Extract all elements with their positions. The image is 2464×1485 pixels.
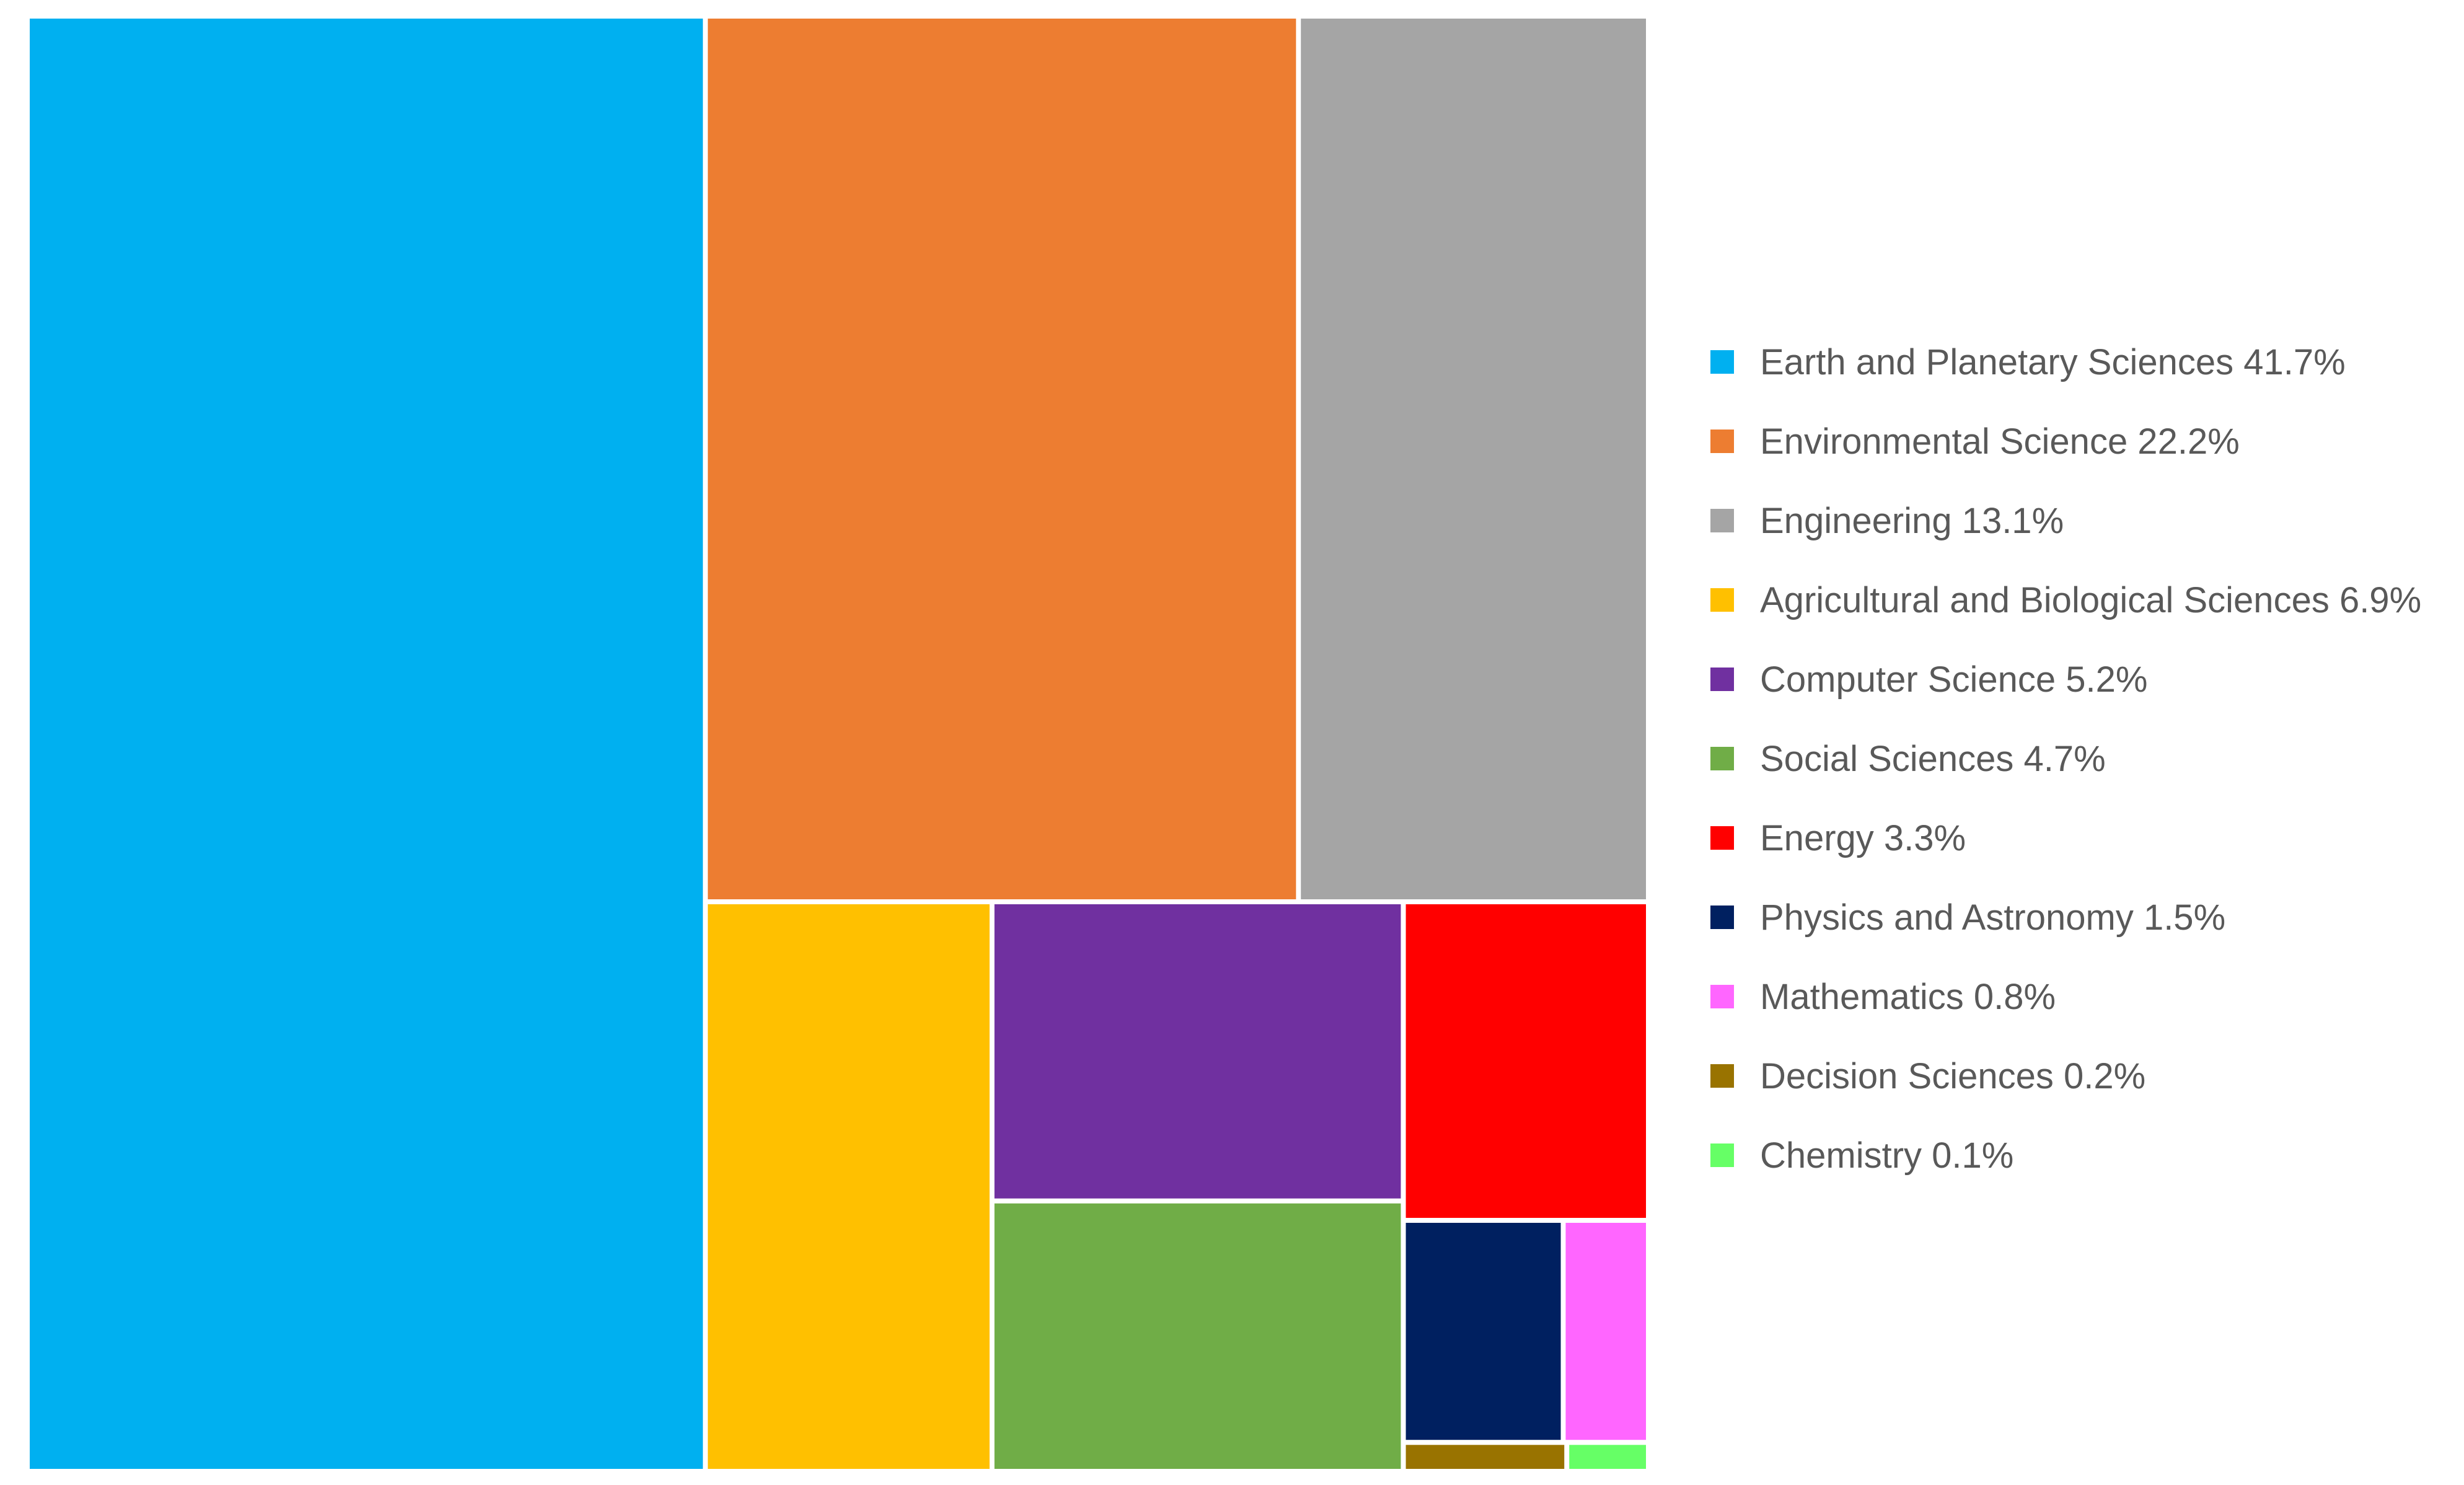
- legend-item: Energy 3.3%: [1710, 798, 2454, 878]
- legend-label: Energy 3.3%: [1760, 817, 1966, 858]
- legend-label: Decision Sciences 0.2%: [1760, 1055, 2146, 1096]
- treemap-tile-earth-and-planetary-sciences: [30, 19, 703, 1469]
- legend-swatch: [1710, 985, 1734, 1008]
- legend-label: Physics and Astronomy 1.5%: [1760, 897, 2226, 938]
- legend-item: Chemistry 0.1%: [1710, 1116, 2454, 1195]
- treemap-tile-environmental-science: [708, 19, 1296, 899]
- legend-swatch: [1710, 747, 1734, 770]
- legend-label: Agricultural and Biological Sciences 6.9…: [1760, 579, 2422, 620]
- legend-swatch: [1710, 906, 1734, 929]
- legend-label: Earth and Planetary Sciences 41.7%: [1760, 342, 2346, 382]
- legend-item: Agricultural and Biological Sciences 6.9…: [1710, 560, 2454, 640]
- legend-label: Mathematics 0.8%: [1760, 976, 2056, 1017]
- legend-swatch: [1710, 826, 1734, 850]
- treemap-tile-engineering: [1301, 19, 1646, 899]
- legend-item: Mathematics 0.8%: [1710, 957, 2454, 1036]
- treemap-tile-chemistry: [1569, 1445, 1646, 1469]
- treemap-tile-decision-sciences: [1406, 1445, 1565, 1469]
- legend-item: Earth and Planetary Sciences 41.7%: [1710, 322, 2454, 402]
- legend-swatch: [1710, 668, 1734, 691]
- legend-swatch: [1710, 1064, 1734, 1088]
- treemap-tile-energy: [1406, 904, 1646, 1218]
- legend-item: Environmental Science 22.2%: [1710, 402, 2454, 481]
- legend-item: Physics and Astronomy 1.5%: [1710, 878, 2454, 957]
- legend-swatch: [1710, 1143, 1734, 1167]
- legend: Earth and Planetary Sciences 41.7% Enviro…: [1710, 322, 2454, 1195]
- legend-item: Social Sciences 4.7%: [1710, 719, 2454, 798]
- treemap-tile-mathematics: [1565, 1223, 1646, 1440]
- legend-label: Chemistry 0.1%: [1760, 1135, 2014, 1176]
- treemap-tile-physics-and-astronomy: [1406, 1223, 1561, 1440]
- legend-item: Decision Sciences 0.2%: [1710, 1036, 2454, 1116]
- legend-swatch: [1710, 509, 1734, 532]
- legend-item: Engineering 13.1%: [1710, 481, 2454, 560]
- legend-item: Computer Science 5.2%: [1710, 640, 2454, 719]
- treemap-tile-agricultural-and-biological-sciences: [708, 904, 990, 1469]
- legend-swatch: [1710, 588, 1734, 612]
- legend-label: Engineering 13.1%: [1760, 500, 2064, 541]
- treemap-tile-social-sciences: [994, 1203, 1401, 1469]
- legend-swatch: [1710, 430, 1734, 453]
- treemap-tile-computer-science: [994, 904, 1401, 1199]
- legend-swatch: [1710, 350, 1734, 374]
- legend-label: Environmental Science 22.2%: [1760, 421, 2240, 462]
- treemap-plot-area: [30, 19, 1646, 1469]
- legend-label: Computer Science 5.2%: [1760, 659, 2148, 700]
- legend-label: Social Sciences 4.7%: [1760, 738, 2106, 779]
